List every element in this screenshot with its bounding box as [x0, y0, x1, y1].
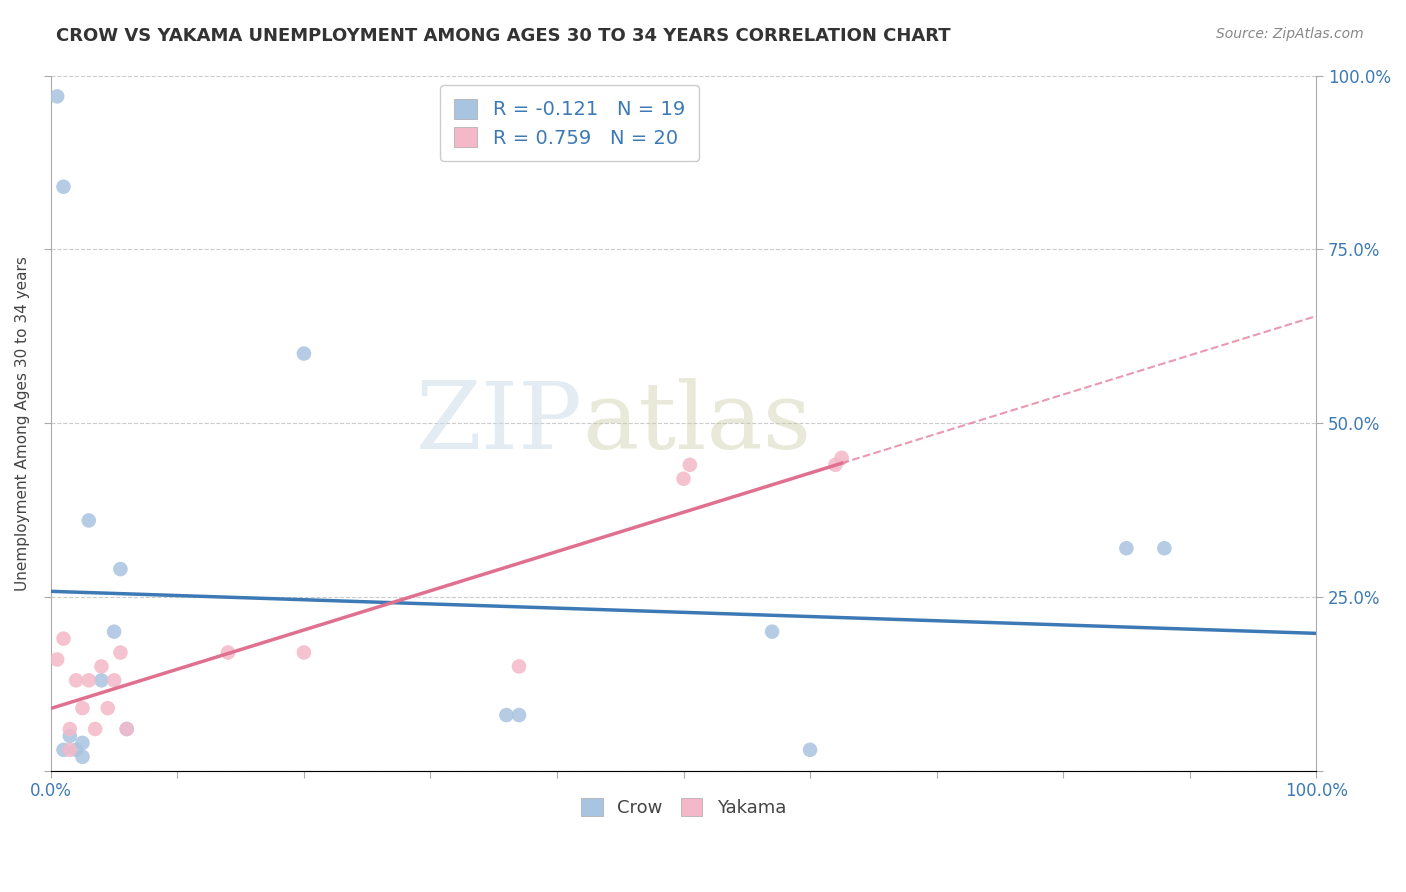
Point	[508, 708, 530, 723]
Point	[59, 722, 82, 736]
Point	[508, 659, 530, 673]
Point	[292, 346, 315, 360]
Point	[52, 743, 75, 757]
Point	[90, 673, 112, 688]
Point	[217, 646, 239, 660]
Point	[1115, 541, 1137, 556]
Point	[831, 450, 853, 465]
Point	[679, 458, 702, 472]
Point	[115, 722, 138, 736]
Point	[110, 646, 132, 660]
Point	[65, 673, 87, 688]
Legend: Crow, Yakama: Crow, Yakama	[574, 790, 793, 824]
Point	[52, 632, 75, 646]
Point	[292, 646, 315, 660]
Point	[46, 89, 69, 103]
Point	[77, 513, 100, 527]
Text: atlas: atlas	[582, 378, 811, 468]
Y-axis label: Unemployment Among Ages 30 to 34 years: Unemployment Among Ages 30 to 34 years	[15, 256, 30, 591]
Text: ZIP: ZIP	[416, 378, 582, 468]
Text: CROW VS YAKAMA UNEMPLOYMENT AMONG AGES 30 TO 34 YEARS CORRELATION CHART: CROW VS YAKAMA UNEMPLOYMENT AMONG AGES 3…	[56, 27, 950, 45]
Point	[72, 749, 94, 764]
Point	[59, 743, 82, 757]
Point	[52, 179, 75, 194]
Point	[115, 722, 138, 736]
Point	[824, 458, 846, 472]
Point	[103, 624, 125, 639]
Point	[65, 743, 87, 757]
Point	[1153, 541, 1175, 556]
Point	[46, 652, 69, 666]
Point	[77, 673, 100, 688]
Point	[672, 472, 695, 486]
Point	[103, 673, 125, 688]
Point	[97, 701, 120, 715]
Point	[72, 701, 94, 715]
Text: Source: ZipAtlas.com: Source: ZipAtlas.com	[1216, 27, 1364, 41]
Point	[761, 624, 783, 639]
Point	[84, 722, 107, 736]
Point	[59, 729, 82, 743]
Point	[90, 659, 112, 673]
Point	[72, 736, 94, 750]
Point	[799, 743, 821, 757]
Point	[110, 562, 132, 576]
Point	[495, 708, 517, 723]
